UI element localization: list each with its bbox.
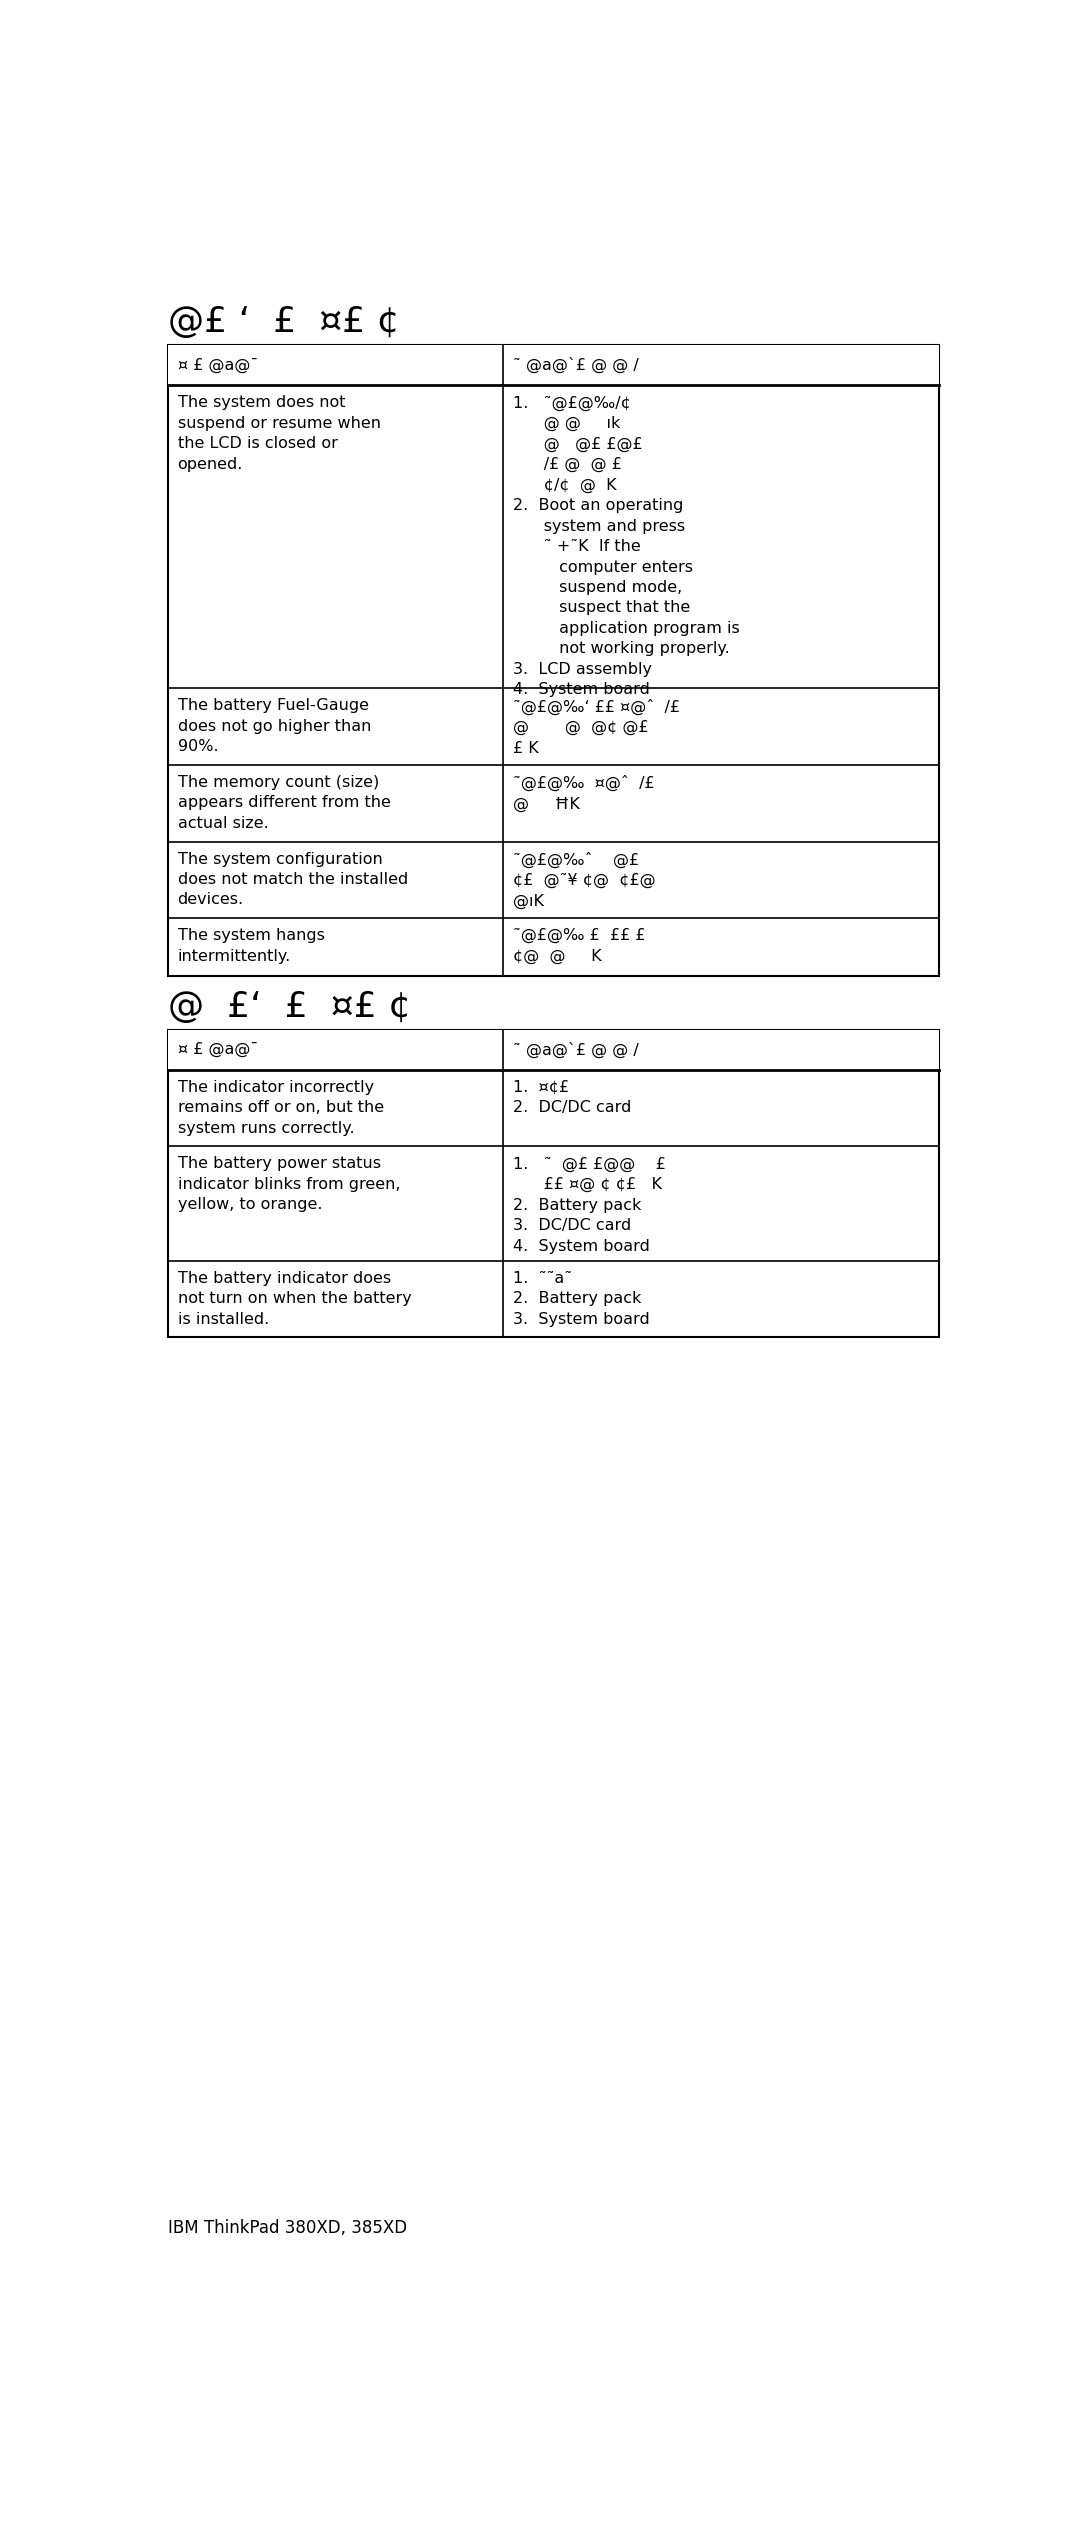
Bar — [167, 344, 940, 385]
Text: The system does not
suspend or resume when
the LCD is closed or
opened.: The system does not suspend or resume wh… — [177, 395, 380, 471]
Text: @  £‘  £  ¤£ ¢: @ £‘ £ ¤£ ¢ — [167, 990, 410, 1023]
Text: The battery indicator does
not turn on when the battery
is installed.: The battery indicator does not turn on w… — [177, 1271, 411, 1326]
Bar — [167, 1030, 940, 1071]
Text: 1.   ˜  @£ £@@    £
      ££ ¤@ ¢ ¢£   K
2.  Battery pack
3.  DC/DC card
4.  Sys: 1. ˜ @£ £@@ £ ££ ¤@ ¢ ¢£ K 2. Battery pa… — [513, 1157, 666, 1253]
Text: The battery power status
indicator blinks from green,
yellow, to orange.: The battery power status indicator blink… — [177, 1157, 400, 1212]
Text: ¤ £ @a@¯: ¤ £ @a@¯ — [177, 1043, 258, 1058]
Text: IBM ThinkPad 380XD, 385XD: IBM ThinkPad 380XD, 385XD — [167, 2220, 407, 2237]
Bar — [167, 1030, 940, 1336]
Text: ˜@£@‰  ¤@ˆ  /£
@     ĦK: ˜@£@‰ ¤@ˆ /£ @ ĦK — [513, 774, 656, 812]
Text: ˜ @a@`£ @ @ /: ˜ @a@`£ @ @ / — [513, 357, 639, 375]
Text: @£ ‘  £  ¤£ ¢: @£ ‘ £ ¤£ ¢ — [167, 306, 400, 339]
Text: 1.  ˜˜a˜
2.  Battery pack
3.  System board: 1. ˜˜a˜ 2. Battery pack 3. System board — [513, 1271, 650, 1326]
Text: ˜ @a@`£ @ @ /: ˜ @a@`£ @ @ / — [513, 1043, 639, 1058]
Text: 1.  ¤¢£
2.  DC/DC card: 1. ¤¢£ 2. DC/DC card — [513, 1081, 632, 1116]
Text: ˜@£@‰ˆ    @£
¢£  @˜¥ ¢@  ¢£@
@ıK: ˜@£@‰ˆ @£ ¢£ @˜¥ ¢@ ¢£@ @ıK — [513, 850, 656, 909]
Text: The memory count (size)
appears different from the
actual size.: The memory count (size) appears differen… — [177, 774, 391, 830]
Text: The system configuration
does not match the installed
devices.: The system configuration does not match … — [177, 850, 408, 909]
Bar — [167, 344, 940, 977]
Text: The battery Fuel-Gauge
does not go higher than
90%.: The battery Fuel-Gauge does not go highe… — [177, 699, 372, 754]
Text: 1.   ˜@£@‰/¢
      @ @     ık
      @   @£ £@£
      /£ @  @ £
      ¢/¢  @  K
2: 1. ˜@£@‰/¢ @ @ ık @ @£ £@£ /£ @ @ £ ¢/¢ … — [513, 395, 740, 696]
Text: The system hangs
intermittently.: The system hangs intermittently. — [177, 929, 324, 964]
Text: ¤ £ @a@¯: ¤ £ @a@¯ — [177, 357, 258, 372]
Text: ˜@£@‰‘ ££ ¤@ˆ  /£
@       @  @¢ @£
£ K: ˜@£@‰‘ ££ ¤@ˆ /£ @ @ @¢ @£ £ K — [513, 699, 680, 757]
Text: ˜@£@‰ £  ££ £
¢@  @     K: ˜@£@‰ £ ££ £ ¢@ @ K — [513, 929, 646, 964]
Text: The indicator incorrectly
remains off or on, but the
system runs correctly.: The indicator incorrectly remains off or… — [177, 1081, 383, 1136]
